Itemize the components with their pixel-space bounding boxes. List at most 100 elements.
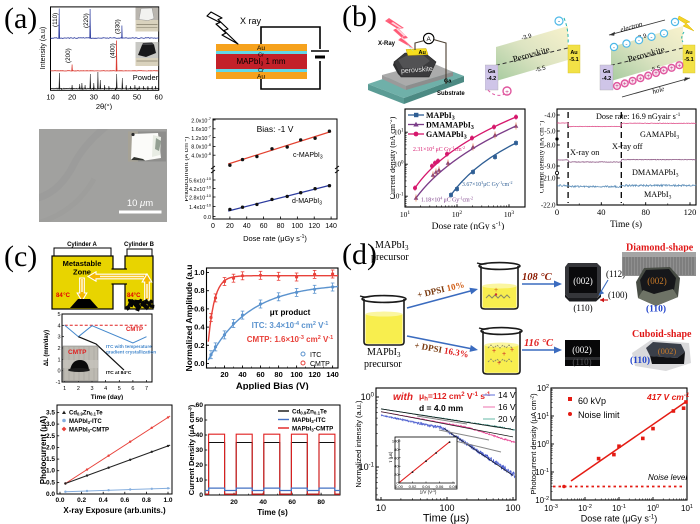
svg-text:10-1: 10-1 (612, 504, 626, 513)
svg-text:(400): (400) (109, 43, 116, 58)
svg-text:102: 102 (452, 210, 463, 219)
svg-text:2.0x10-7: 2.0x10-7 (191, 116, 212, 125)
svg-text:-22.0: -22.0 (541, 202, 556, 210)
svg-text:c-MAPbI3: c-MAPbI3 (293, 152, 323, 161)
svg-text:(112): (112) (606, 269, 625, 279)
svg-text:-4.2: -4.2 (487, 76, 496, 82)
svg-text:108 °C: 108 °C (522, 272, 553, 283)
svg-text:0.00: 0.00 (395, 484, 404, 489)
svg-text:0.2: 0.2 (194, 341, 204, 350)
svg-text:1.0: 1.0 (163, 497, 172, 504)
svg-text:2θ(°): 2θ(°) (96, 102, 113, 110)
svg-text:0.02: 0.02 (409, 484, 418, 489)
svg-text:+: + (497, 360, 501, 367)
svg-text:80: 80 (317, 499, 325, 506)
svg-text:ITC: 3.4×10-4 cm2 V-1: ITC: 3.4×10-4 cm2 V-1 (252, 321, 329, 330)
svg-text:84°C: 84°C (127, 293, 141, 299)
svg-text:2: 2 (77, 386, 80, 392)
svg-text:0: 0 (396, 481, 399, 486)
svg-text:2.5: 2.5 (46, 433, 55, 440)
svg-text:X ray: X ray (240, 16, 262, 26)
svg-text:100: 100 (361, 392, 375, 402)
svg-text:MAPbI3-ITC: MAPbI3-ITC (69, 419, 102, 425)
svg-text:Time (day): Time (day) (91, 394, 123, 400)
svg-text:(002): (002) (647, 276, 667, 286)
svg-text:10 μm: 10 μm (127, 198, 153, 209)
svg-text:+: + (510, 347, 514, 354)
svg-text:d-MAPbI3: d-MAPbI3 (292, 198, 322, 207)
svg-text:MAPbI3: MAPbI3 (644, 190, 672, 201)
svg-text:116 °C: 116 °C (524, 338, 554, 349)
svg-text:0.0: 0.0 (204, 215, 212, 221)
svg-text:0.8: 0.8 (194, 286, 204, 295)
svg-text:100: 100 (290, 370, 303, 379)
svg-text:4: 4 (104, 386, 107, 392)
svg-text:1: 1 (57, 357, 60, 363)
svg-text:Cd0.9Zn0.1Te: Cd0.9Zn0.1Te (292, 409, 327, 416)
svg-text:ITC with temperature: ITC with temperature (106, 344, 152, 349)
svg-text:30: 30 (90, 92, 98, 101)
svg-text:DMAMAPbI3: DMAMAPbI3 (426, 121, 474, 132)
svg-text:0.4: 0.4 (194, 323, 205, 332)
svg-text:40: 40 (243, 223, 251, 230)
svg-text:-1: -1 (56, 380, 61, 386)
svg-text:100: 100 (394, 161, 404, 169)
svg-text:1.0: 1.0 (46, 468, 55, 475)
svg-text:1.6x10-7: 1.6x10-7 (191, 125, 212, 134)
svg-text:-: - (638, 38, 640, 45)
svg-text:Au: Au (257, 74, 265, 81)
svg-text:precursor: precursor (364, 359, 402, 370)
svg-text:ITC at 84°C: ITC at 84°C (106, 370, 132, 376)
svg-text:101: 101 (400, 210, 411, 219)
svg-text:μh=112 cm2 V-1 s-1: μh=112 cm2 V-1 s-1 (419, 391, 491, 403)
svg-text:140: 140 (326, 370, 339, 379)
svg-text:-: - (674, 19, 676, 26)
svg-text:-5.0: -5.0 (544, 128, 556, 136)
svg-text:8.0x10-8: 8.0x10-8 (191, 142, 212, 151)
svg-text:1.18×104 μC Gy-1cm-2: 1.18×104 μC Gy-1cm-2 (421, 196, 473, 204)
svg-text:Noise level: Noise level (648, 473, 687, 482)
svg-text:120: 120 (308, 370, 321, 379)
svg-text:CMTP: CMTP (310, 361, 330, 368)
svg-text:(330): (330) (115, 19, 122, 34)
svg-text:14 V: 14 V (498, 390, 516, 400)
svg-text:1.5: 1.5 (46, 456, 55, 463)
svg-text:(100): (100) (608, 290, 628, 300)
svg-text:0.0: 0.0 (194, 359, 204, 368)
svg-text:5: 5 (57, 312, 60, 318)
svg-text:MAPbI3-CMTP: MAPbI3-CMTP (69, 428, 109, 434)
svg-text:Dose rate (nGy s-1): Dose rate (nGy s-1) (432, 221, 505, 231)
svg-text:τ (μs): τ (μs) (388, 451, 393, 462)
svg-text:+: + (505, 89, 509, 96)
svg-text:Ga: Ga (488, 69, 496, 75)
svg-text:Time (μs): Time (μs) (423, 513, 469, 524)
svg-text:101: 101 (394, 129, 404, 137)
svg-text:140: 140 (325, 223, 337, 230)
svg-text:1.2x10-7: 1.2x10-7 (191, 133, 212, 142)
svg-text:10-1: 10-1 (392, 193, 404, 201)
svg-text:-5.5: -5.5 (535, 65, 547, 74)
svg-text:101: 101 (681, 504, 693, 513)
svg-text:80: 80 (277, 223, 285, 230)
svg-text:20: 20 (226, 223, 234, 230)
svg-text:-4.0: -4.0 (544, 112, 556, 120)
svg-text:0: 0 (199, 492, 203, 499)
svg-text:Powder: Powder (133, 73, 159, 82)
svg-text:+ DPSI 10%: + DPSI 10% (416, 279, 465, 300)
svg-text:-: - (625, 41, 627, 48)
svg-text:4: 4 (57, 323, 60, 329)
svg-text:-9.0: -9.0 (544, 163, 556, 171)
svg-text:10: 10 (195, 477, 203, 484)
svg-text:+: + (662, 69, 666, 75)
svg-text:MAPbI3-ITC: MAPbI3-ITC (292, 417, 326, 424)
svg-text:Cd0.9Zn0.1Te: Cd0.9Zn0.1Te (69, 411, 103, 417)
svg-text:CMTP: 1.6×10-3 cm2 V-1: CMTP: 1.6×10-3 cm2 V-1 (247, 335, 333, 344)
svg-text:Cuboid-shape: Cuboid-shape (632, 329, 692, 340)
svg-text:MAPbI3 1 mm: MAPbI3 1 mm (236, 57, 285, 68)
svg-text:84: 84 (56, 293, 63, 299)
svg-text:-: - (650, 34, 652, 41)
svg-text:MAPbI3: MAPbI3 (426, 111, 455, 122)
svg-text:-5.1: -5.1 (569, 57, 578, 63)
svg-text:0.2: 0.2 (77, 497, 86, 504)
svg-text:0.6: 0.6 (194, 304, 204, 313)
